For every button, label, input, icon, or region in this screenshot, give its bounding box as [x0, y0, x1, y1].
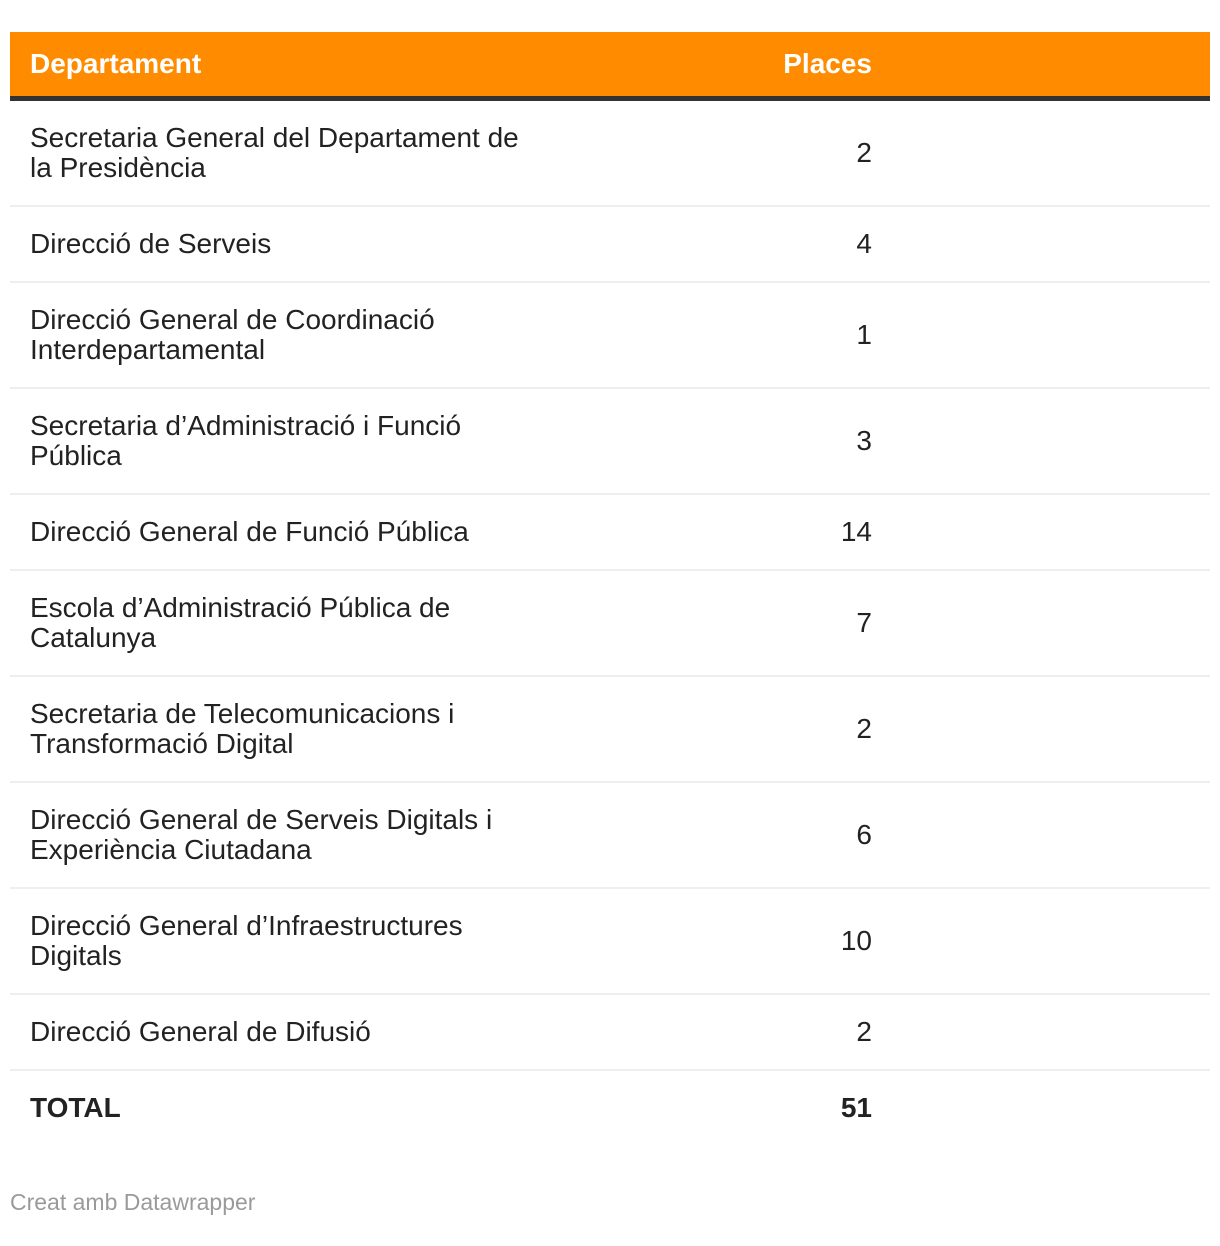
table-body: Secretaria General del Departament de la… — [10, 98, 1210, 1146]
places-cell: 3 — [662, 388, 1210, 495]
table-row: Secretaria d’Administració i Funció Públ… — [10, 388, 1210, 495]
table-row: Secretaria de Telecomunicacions i Transf… — [10, 676, 1210, 783]
total-row: TOTAL 51 — [10, 1070, 1210, 1145]
places-cell: 4 — [662, 206, 1210, 283]
table-row: Direcció de Serveis 4 — [10, 206, 1210, 283]
column-header-places: Places — [662, 32, 1210, 101]
places-cell: 7 — [662, 570, 1210, 677]
places-table: Departament Places Secretaria General de… — [10, 32, 1210, 1145]
table-row: Direcció General de Funció Pública 14 — [10, 494, 1210, 571]
header-row: Departament Places — [10, 32, 1210, 101]
datawrapper-credit-link[interactable]: Creat amb Datawrapper — [10, 1189, 256, 1215]
departament-cell: Direcció General de Serveis Digitals i E… — [10, 782, 663, 889]
departament-cell: Direcció de Serveis — [10, 206, 663, 283]
places-cell: 14 — [662, 494, 1210, 571]
departament-cell: Direcció General de Coordinació Interdep… — [10, 282, 663, 389]
total-label-cell: TOTAL — [30, 1092, 121, 1123]
places-cell: 10 — [662, 888, 1210, 995]
table-row: Secretaria General del Departament de la… — [10, 98, 1210, 207]
table-header: Departament Places — [10, 32, 1210, 101]
departament-cell: Secretaria General del Departament de la… — [10, 98, 663, 207]
table-row: Direcció General de Coordinació Interdep… — [10, 282, 1210, 389]
places-cell: 2 — [662, 676, 1210, 783]
departament-cell: Direcció General de Funció Pública — [10, 494, 663, 571]
places-cell: 6 — [662, 782, 1210, 889]
departament-cell: Direcció General de Difusió — [10, 994, 663, 1071]
table-row: Direcció General de Difusió 2 — [10, 994, 1210, 1071]
departament-cell: Escola d’Administració Pública de Catalu… — [10, 570, 663, 677]
table-row: Direcció General de Serveis Digitals i E… — [10, 782, 1210, 889]
departament-cell: Secretaria de Telecomunicacions i Transf… — [10, 676, 663, 783]
total-places-cell: 51 — [840, 1092, 872, 1123]
datawrapper-table-widget: Departament Places Secretaria General de… — [10, 32, 1210, 1216]
departament-cell: Secretaria d’Administració i Funció Públ… — [10, 388, 663, 495]
places-cell: 2 — [662, 994, 1210, 1071]
table-row: Escola d’Administració Pública de Catalu… — [10, 570, 1210, 677]
column-header-departament: Departament — [10, 32, 663, 101]
places-cell: 2 — [662, 98, 1210, 207]
places-cell: 1 — [662, 282, 1210, 389]
departament-cell: Direcció General d’Infraestructures Digi… — [10, 888, 663, 995]
table-row: Direcció General d’Infraestructures Digi… — [10, 888, 1210, 995]
